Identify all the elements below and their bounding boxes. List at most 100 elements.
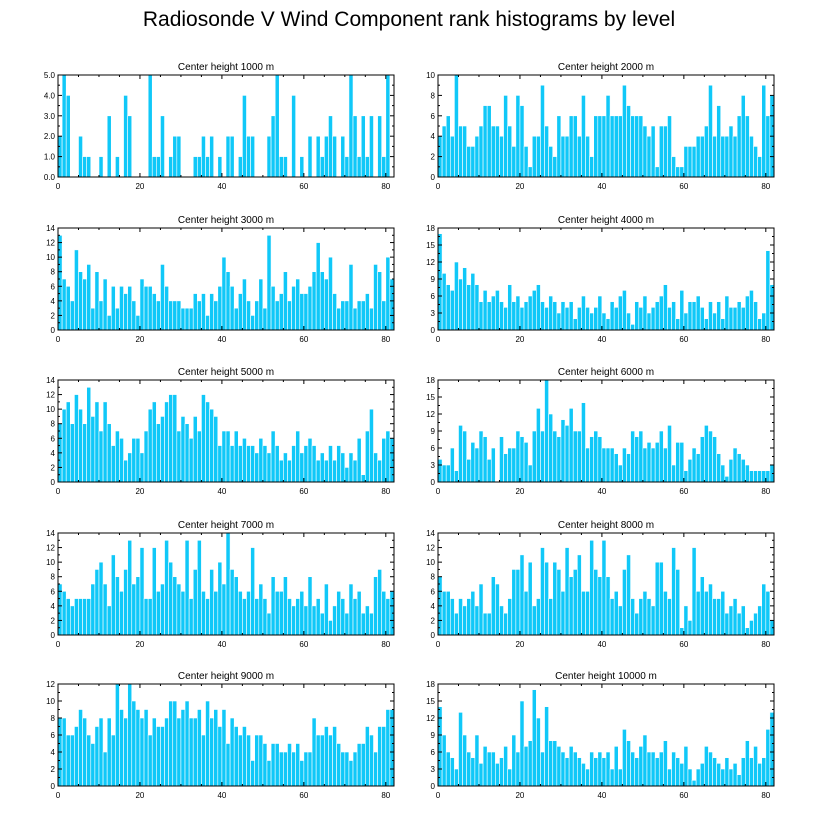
bar [110, 554, 116, 636]
x-tick-label: 20 [515, 791, 524, 800]
bar [531, 430, 537, 483]
bar [523, 301, 529, 331]
bar [381, 300, 387, 331]
bar [474, 284, 480, 331]
bar [180, 307, 186, 331]
bar [340, 751, 346, 787]
bar [168, 156, 174, 178]
bar [536, 135, 541, 178]
bar [671, 547, 676, 636]
bar [197, 156, 202, 178]
bar [687, 301, 693, 331]
x-tick-label: 60 [679, 335, 688, 344]
bar [765, 590, 771, 636]
bar [568, 115, 574, 178]
bar [74, 598, 79, 636]
bar [119, 709, 124, 787]
y-tick-label: 3.0 [44, 112, 56, 121]
bar [172, 576, 178, 636]
bar [258, 734, 264, 787]
bar [572, 569, 578, 636]
bar [295, 430, 301, 483]
bar [283, 452, 288, 483]
bar [712, 598, 717, 636]
bar [61, 278, 67, 331]
bar [765, 250, 771, 331]
bar [474, 447, 480, 483]
bar [699, 436, 705, 483]
bar [658, 561, 664, 636]
y-tick-label: 6 [51, 434, 56, 443]
bar [188, 717, 194, 787]
bar [287, 459, 292, 483]
bar [736, 115, 742, 178]
bar [671, 751, 676, 787]
bar [597, 115, 603, 178]
bar [679, 166, 685, 178]
bar [511, 569, 517, 636]
bar [626, 740, 631, 787]
bar [679, 290, 685, 331]
bar [708, 583, 713, 636]
bar [490, 125, 496, 178]
bar [324, 726, 329, 787]
bar [274, 743, 280, 787]
bar [197, 539, 202, 636]
x-tick-label: 60 [679, 791, 688, 800]
bar [654, 301, 660, 331]
x-tick-label: 40 [597, 182, 606, 191]
bar [369, 612, 374, 636]
y-tick-label: 12 [426, 714, 435, 723]
bar [299, 293, 305, 331]
x-tick-label: 0 [56, 791, 61, 800]
bar [765, 729, 771, 787]
bar [712, 436, 717, 483]
bar [462, 125, 467, 178]
bar [369, 115, 374, 178]
bar [217, 156, 223, 178]
bar [307, 437, 313, 483]
bar [127, 285, 133, 331]
bar [650, 447, 656, 483]
bar [445, 115, 451, 178]
bar [458, 712, 463, 787]
y-tick-label: 3 [431, 309, 436, 318]
bar [691, 447, 697, 483]
bar [663, 125, 668, 178]
bar [242, 598, 247, 636]
bar [278, 293, 284, 331]
bar [466, 598, 472, 636]
bar [356, 743, 362, 787]
bar [168, 700, 174, 787]
bar [503, 746, 508, 787]
bar [246, 445, 251, 483]
bar [246, 734, 251, 787]
panel-5: Center height 5000 m 0 2 4 6 8 10 12 14 0 20 40 60 80 [46, 367, 395, 496]
bar [258, 278, 264, 331]
x-tick-label: 80 [381, 640, 390, 649]
bar [564, 547, 570, 636]
bar [630, 430, 635, 483]
bar [348, 74, 354, 178]
bar [757, 763, 763, 787]
bar [209, 569, 215, 636]
bar [622, 84, 627, 178]
bar [519, 436, 525, 483]
x-tick-label: 80 [761, 335, 770, 344]
bar [385, 598, 391, 636]
bar [98, 561, 104, 636]
bar [544, 706, 549, 787]
bar [147, 734, 153, 787]
bar [340, 135, 346, 178]
bar [667, 425, 672, 483]
bar [69, 605, 75, 636]
bar [507, 125, 513, 178]
bar [348, 264, 354, 331]
bar [753, 470, 758, 483]
bar [94, 271, 100, 331]
bar [233, 430, 239, 483]
bar [356, 156, 362, 178]
bar [712, 135, 717, 178]
bar [749, 757, 754, 787]
bar [115, 156, 120, 178]
